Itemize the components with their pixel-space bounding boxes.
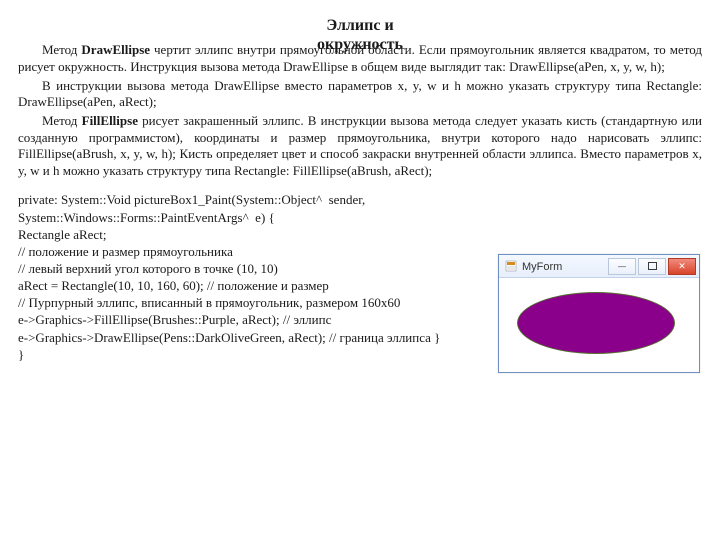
code-line: e->Graphics->DrawEllipse(Pens::DarkOlive… (18, 329, 538, 346)
code-line: System::Windows::Forms::PaintEventArgs^ … (18, 209, 538, 226)
window-app-icon (504, 259, 518, 273)
p1-pre: Метод (42, 42, 81, 57)
code-line: Rectangle aRect; (18, 226, 538, 243)
close-icon: ✕ (678, 262, 686, 271)
window-titlebar: MyForm — ✕ (499, 255, 699, 278)
maximize-button[interactable] (638, 258, 666, 275)
window-title: MyForm (522, 260, 607, 273)
code-line: aRect = Rectangle(10, 10, 160, 60); // п… (18, 277, 538, 294)
demo-ellipse (517, 292, 675, 354)
paragraph-3: Метод FillEllipse рисует закрашенный элл… (18, 113, 702, 180)
example-window: MyForm — ✕ (498, 254, 700, 373)
p1-bold: DrawEllipse (81, 42, 150, 57)
close-button[interactable]: ✕ (668, 258, 696, 275)
minimize-icon: — (618, 263, 626, 271)
code-line: // левый верхний угол которого в точке (… (18, 260, 538, 277)
paragraph-1: Метод DrawEllipse чертит эллипс внутри п… (18, 42, 702, 75)
p3-pre: Метод (42, 113, 82, 128)
maximize-icon (648, 262, 657, 270)
window-client-area (499, 278, 699, 372)
code-line: e->Graphics->FillEllipse(Brushes::Purple… (18, 311, 538, 328)
paragraph-2: В инструкции вызова метода DrawEllipse в… (18, 78, 702, 111)
p3-bold: FillEllipse (82, 113, 138, 128)
code-line: // положение и размер прямоугольника (18, 243, 538, 260)
code-line: private: System::Void pictureBox1_Paint(… (18, 191, 538, 208)
code-line: } (18, 346, 538, 363)
code-line: // Пурпурный эллипс, вписанный в прямоуг… (18, 294, 538, 311)
heading-line-1: Эллипс и (326, 17, 393, 34)
minimize-button[interactable]: — (608, 258, 636, 275)
code-listing: private: System::Void pictureBox1_Paint(… (18, 191, 538, 363)
